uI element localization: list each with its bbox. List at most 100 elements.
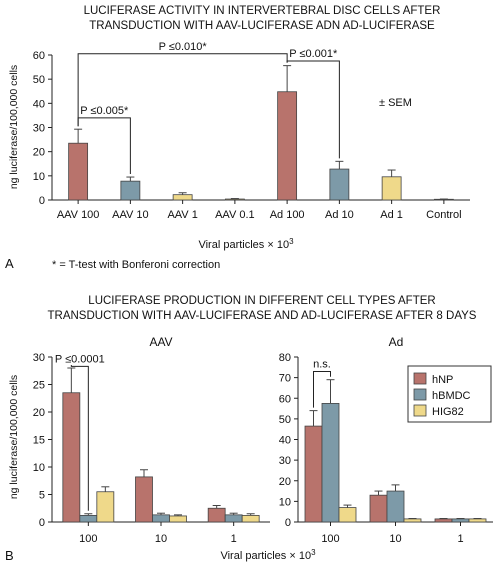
chart-b2-title: Ad bbox=[389, 335, 404, 349]
chart-a-xtick-label: Ad 10 bbox=[325, 209, 354, 221]
chart-b2-significance-bracket bbox=[313, 370, 331, 408]
chart-b2-legend-label: hNP bbox=[432, 374, 453, 386]
chart-b2-bar bbox=[321, 403, 340, 523]
chart-b2-significance-label: n.s. bbox=[313, 358, 331, 370]
chart-a-xtick-label: Control bbox=[426, 209, 461, 221]
chart-a-xlabel-main: Viral particles × 10 bbox=[198, 239, 289, 251]
chart-a: 0 10 20 30 40 50 60 AAV 100 AAV 10 AAV 1 AAV 0.1 Ad… bbox=[33, 41, 470, 221]
chart-b1-ytick-label: 0 bbox=[39, 517, 45, 529]
chart-b2-legend-swatch bbox=[413, 404, 427, 417]
chart-b2-bar bbox=[468, 518, 487, 523]
chart-a-ylabel: ng luciferase/100,000 cells bbox=[8, 65, 20, 189]
chart-a-ytick-label: 40 bbox=[33, 98, 45, 110]
chart-b-xlabel-sup: 3 bbox=[311, 548, 316, 557]
chart-b1-ytick-label: 5 bbox=[39, 490, 45, 502]
chart-a-ytick-label: 20 bbox=[33, 147, 45, 159]
chart-b-xlabel: Viral particles × 103 bbox=[220, 548, 316, 562]
chart-b2-xtick-label: 100 bbox=[321, 533, 339, 545]
chart-b1-bar bbox=[79, 515, 98, 523]
chart-b1-bar bbox=[169, 515, 187, 523]
chart-a-ytick-label: 10 bbox=[33, 171, 45, 183]
chart-b1: 0 5 10 15 20 25 30 100 10 1 P ≤0.0001 bbox=[33, 352, 270, 545]
chart-a-sem-label: ± SEM bbox=[379, 97, 412, 109]
chart-b1-ylabel: ng luciferase/100,000 cells bbox=[8, 375, 20, 499]
chart-b2-legend-label: HIG82 bbox=[432, 406, 464, 418]
chart-a-xtick-label: AAV 0.1 bbox=[215, 209, 255, 221]
chart-b2-legend-swatch bbox=[413, 388, 427, 401]
chart-b2-ytick-label: 20 bbox=[279, 476, 291, 488]
chart-b1-xtick-label: 100 bbox=[79, 533, 97, 545]
panel-a-footnote: * = T-test with Bonferoni correction bbox=[52, 259, 220, 271]
chart-b2-bar bbox=[403, 518, 422, 523]
chart-b2-bar bbox=[304, 425, 323, 523]
chart-a-ytick-label: 30 bbox=[33, 123, 45, 135]
chart-a-bar bbox=[277, 91, 298, 201]
chart-b2-bar bbox=[434, 518, 453, 523]
chart-b1-bar bbox=[135, 476, 153, 523]
chart-a-significance-label: P ≤0.005* bbox=[80, 105, 129, 117]
panel-a-letter: A bbox=[5, 256, 14, 271]
chart-b1-bar bbox=[241, 515, 260, 523]
chart-b2: 0 10 20 30 40 50 60 70 80 100 10 1 n.s. hNP hBMDC HIG82 bbox=[279, 352, 493, 545]
chart-b1-xtick-label: 1 bbox=[231, 533, 237, 545]
chart-b1-bar bbox=[62, 392, 81, 523]
chart-b2-ytick-label: 60 bbox=[279, 393, 291, 405]
chart-b2-ytick-label: 30 bbox=[279, 455, 291, 467]
chart-a-bar bbox=[172, 194, 193, 201]
chart-b1-bar bbox=[207, 507, 226, 523]
chart-b2-legend-label: hBMDC bbox=[432, 390, 471, 402]
chart-a-xlabel: Viral particles × 103 bbox=[198, 237, 294, 251]
chart-b2-ytick-label: 80 bbox=[279, 352, 291, 364]
chart-b1-title: AAV bbox=[149, 335, 172, 349]
chart-b1-bar bbox=[152, 514, 170, 523]
chart-a-xtick-label: Ad 100 bbox=[270, 209, 305, 221]
chart-a-bar bbox=[120, 180, 141, 201]
chart-b-xlabel-main: Viral particles × 10 bbox=[220, 550, 311, 562]
chart-b1-significance-label: P ≤0.0001 bbox=[55, 353, 105, 365]
chart-b2-ytick-label: 50 bbox=[279, 414, 291, 426]
chart-b1-ytick-label: 20 bbox=[33, 407, 45, 419]
chart-b1-bar bbox=[96, 491, 115, 523]
chart-a-bar bbox=[329, 168, 350, 201]
chart-b2-xtick-label: 1 bbox=[457, 533, 463, 545]
chart-b1-xtick-label: 10 bbox=[155, 533, 167, 545]
chart-a-xlabel-sup: 3 bbox=[289, 237, 294, 246]
chart-a-bar bbox=[381, 176, 402, 201]
chart-a-xtick-label: AAV 1 bbox=[167, 209, 197, 221]
chart-b2-ytick-label: 70 bbox=[279, 373, 291, 385]
chart-a-xtick-label: Ad 1 bbox=[380, 209, 403, 221]
panel-b-letter: B bbox=[5, 548, 14, 563]
chart-b1-ytick-label: 15 bbox=[33, 435, 45, 447]
chart-a-ytick-label: 50 bbox=[33, 74, 45, 86]
chart-b1-bar bbox=[224, 514, 243, 523]
chart-a-significance-bracket bbox=[77, 117, 131, 175]
chart-b1-ytick-label: 10 bbox=[33, 462, 45, 474]
chart-a-xtick-label: AAV 10 bbox=[112, 209, 149, 221]
chart-b2-bar bbox=[451, 518, 470, 523]
chart-a-significance-label: P ≤0.001* bbox=[289, 48, 338, 60]
chart-a-significance-bracket bbox=[286, 60, 340, 159]
chart-b2-ytick-label: 0 bbox=[285, 517, 291, 529]
chart-b2-ytick-label: 40 bbox=[279, 435, 291, 447]
chart-b2-ytick-label: 10 bbox=[279, 496, 291, 508]
panel-b-title-line1: LUCIFERASE PRODUCTION IN DIFFERENT CELL … bbox=[88, 295, 435, 307]
chart-a-bar bbox=[224, 198, 245, 201]
chart-a-ytick-label: 0 bbox=[39, 195, 45, 207]
chart-a-significance-bracket bbox=[77, 53, 288, 127]
chart-b2-xtick-label: 10 bbox=[389, 533, 401, 545]
chart-b1-ytick-label: 30 bbox=[33, 352, 45, 364]
chart-a-significance-label: P ≤0.010* bbox=[159, 41, 208, 53]
chart-a-title-line2: TRANSDUCTION WITH AAV-LUCIFERASE ADN AD-… bbox=[89, 20, 435, 32]
chart-a-title-line1: LUCIFERASE ACTIVITY IN INTERVERTEBRAL DI… bbox=[84, 5, 441, 17]
chart-b2-bar bbox=[386, 490, 405, 523]
chart-b2-bar bbox=[338, 507, 357, 523]
chart-b1-significance-bracket bbox=[70, 365, 89, 511]
chart-a-bar bbox=[68, 142, 89, 201]
chart-a-ytick-label: 60 bbox=[33, 50, 45, 62]
chart-a-xtick-label: AAV 100 bbox=[57, 209, 100, 221]
panel-b-title-line2: TRANSDUCTION WITH AAV-LUCIFERASE AND AD-… bbox=[48, 310, 477, 322]
chart-b2-legend-swatch bbox=[413, 372, 427, 385]
chart-b1-ytick-label: 25 bbox=[33, 380, 45, 392]
chart-b2-bar bbox=[369, 494, 388, 523]
